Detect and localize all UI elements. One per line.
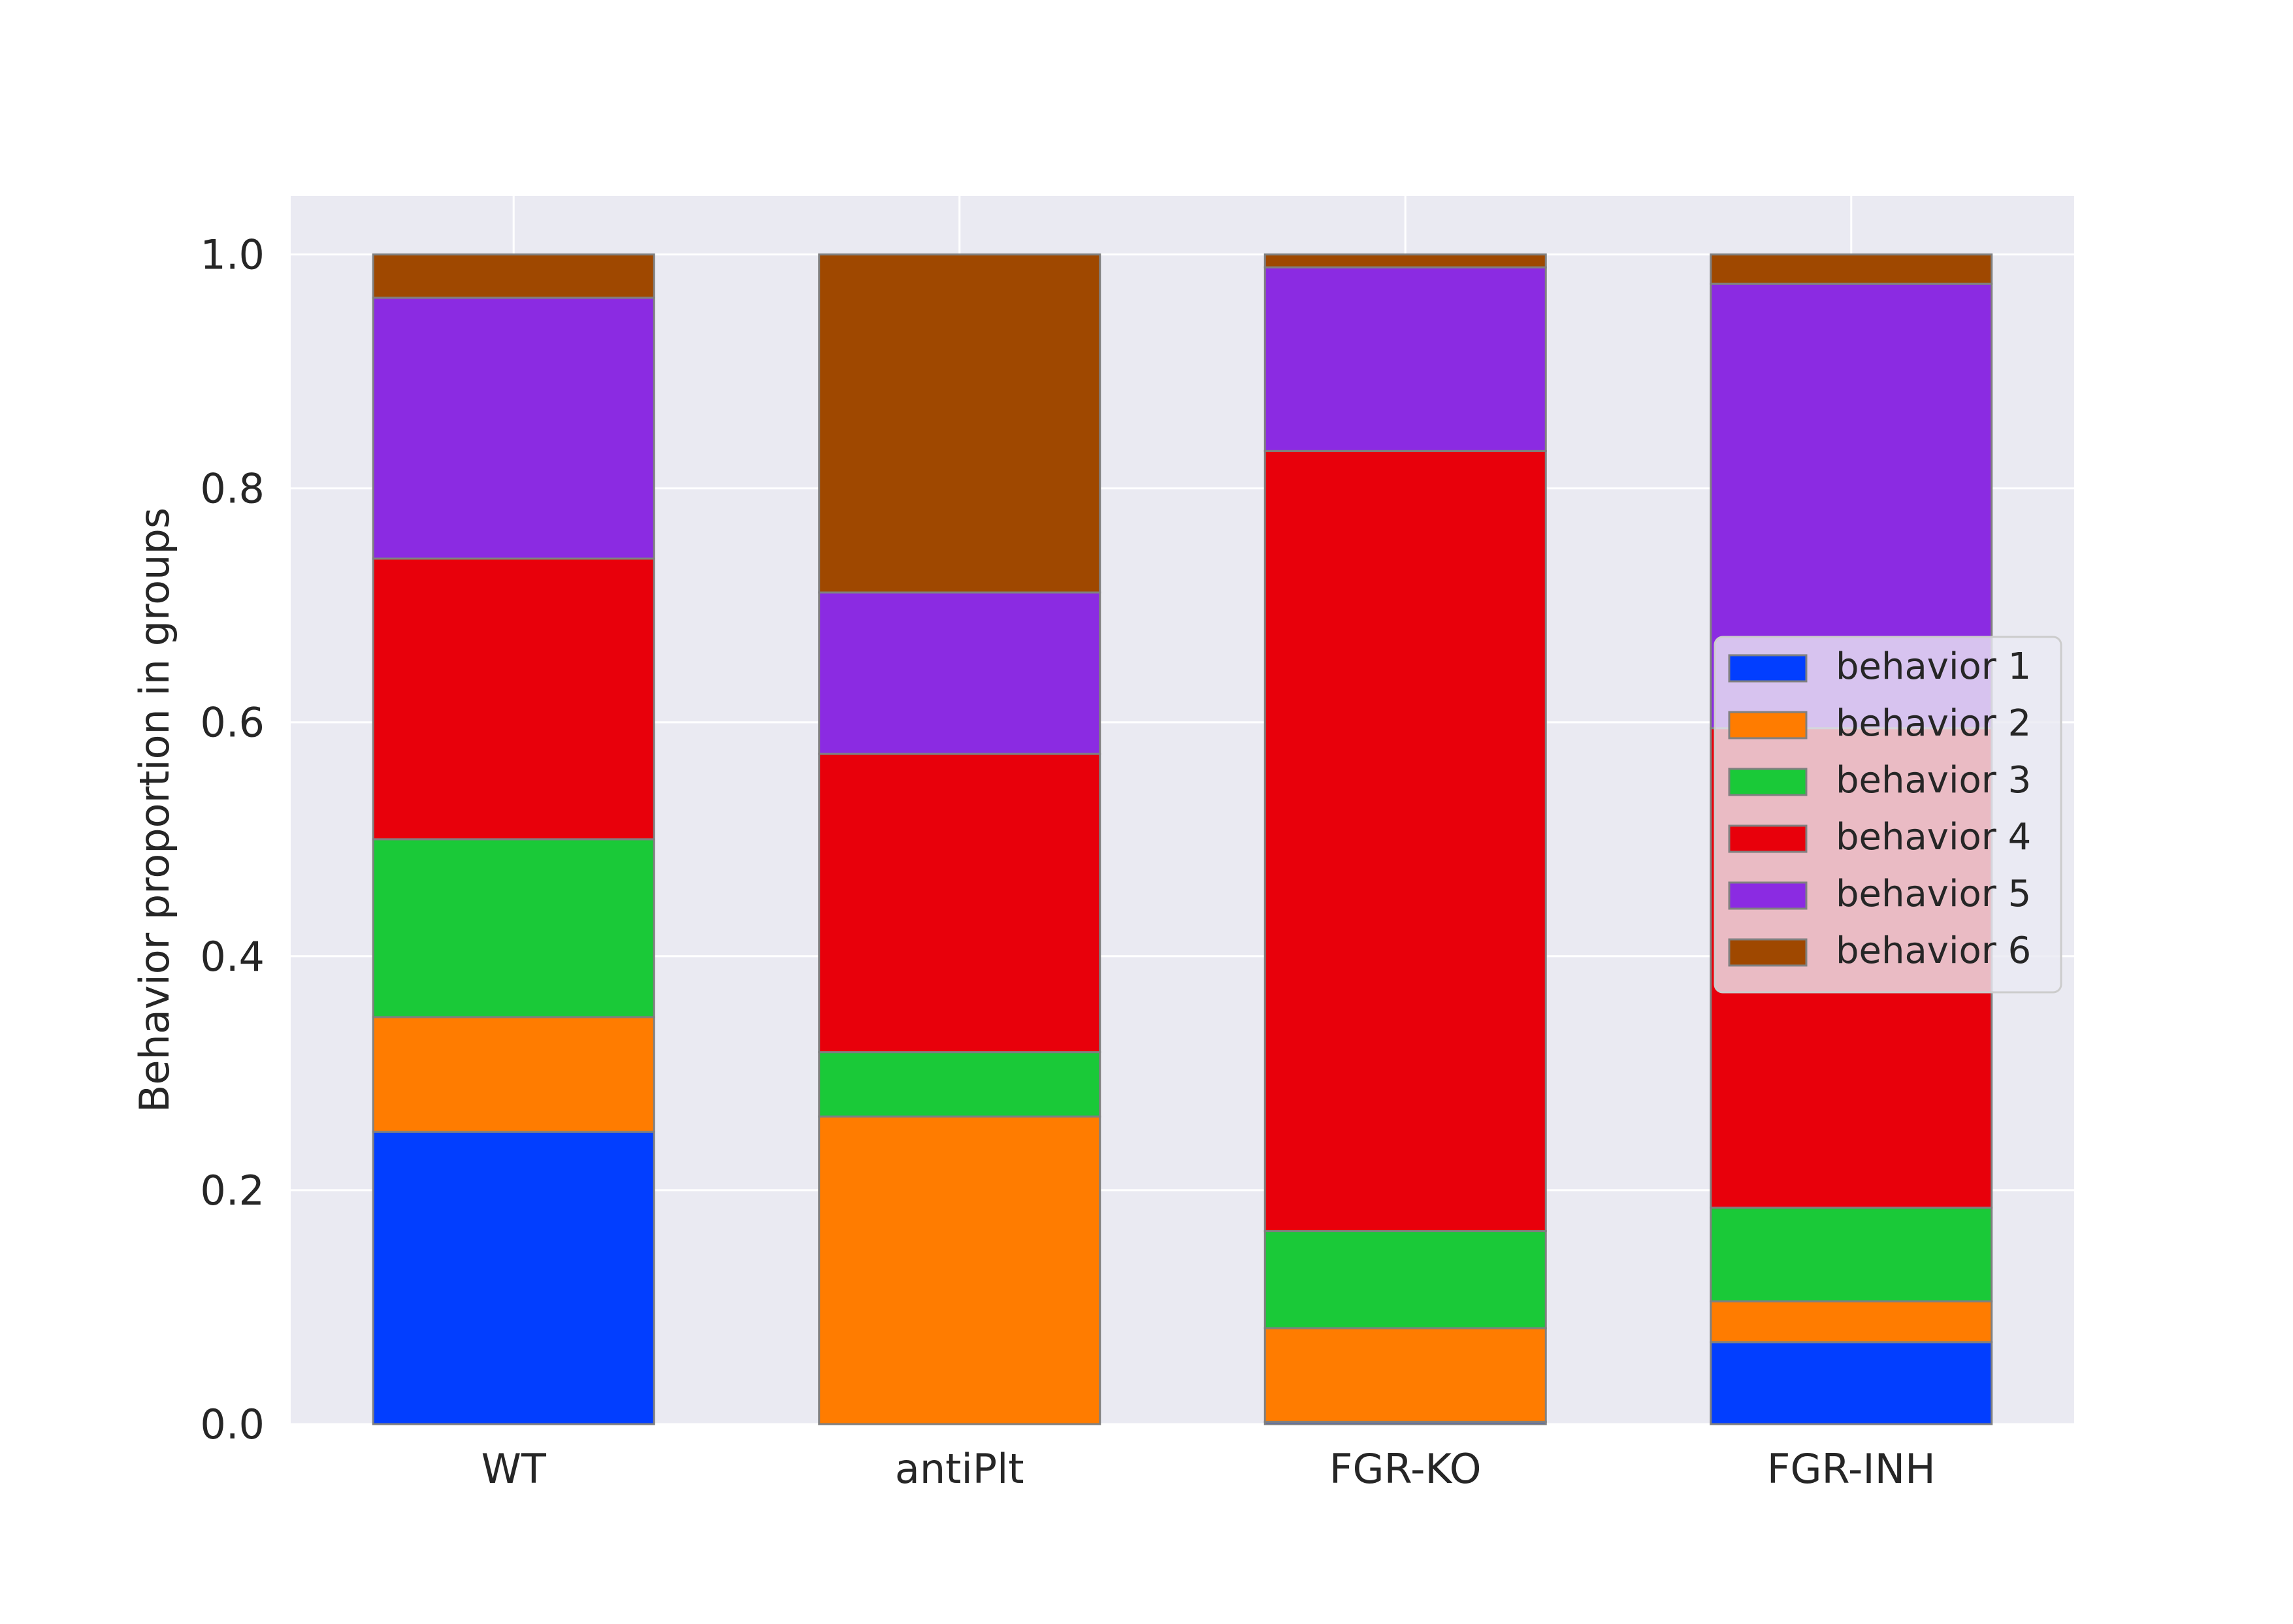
legend-swatch: [1728, 824, 1808, 853]
legend-label: behavior 3: [1836, 759, 2031, 802]
bar-segment: [372, 297, 655, 560]
legend-swatch: [1728, 768, 1808, 796]
legend-swatch: [1728, 654, 1808, 683]
bar-segment: [1263, 253, 1547, 268]
bar-segment: [372, 557, 655, 841]
x-tick-label: antiPlt: [895, 1445, 1024, 1493]
y-tick-label: 0.8: [200, 465, 265, 513]
x-tick-label: FGR-KO: [1329, 1445, 1482, 1493]
bar-segment: [372, 838, 655, 1018]
legend-label: behavior 1: [1836, 645, 2031, 688]
y-tick-label: 0.0: [200, 1401, 265, 1448]
bar-segment: [818, 253, 1101, 594]
y-tick-label: 0.4: [200, 933, 265, 981]
bar-segment: [1263, 1327, 1547, 1423]
y-tick-label: 0.6: [200, 699, 265, 747]
legend-label: behavior 2: [1836, 702, 2031, 745]
bar-segment: [1710, 1300, 1993, 1344]
bar-stack-antiplt: [818, 253, 1101, 1425]
y-tick-label: 1.0: [200, 231, 265, 279]
x-tick-label: WT: [481, 1445, 547, 1493]
bar-stack-fgr-ko: [1263, 253, 1547, 1425]
legend-item: behavior 6: [1728, 930, 2031, 972]
y-axis-ticks: 0.0 0.2 0.4 0.6 0.8 1.0: [200, 231, 265, 1448]
legend-item: behavior 3: [1728, 759, 2031, 802]
legend-label: behavior 4: [1836, 816, 2031, 858]
x-tick-label: FGR-INH: [1767, 1445, 1936, 1493]
x-axis-ticks: WT antiPlt FGR-KO FGR-INH: [481, 1445, 1936, 1493]
legend-item: behavior 4: [1728, 816, 2031, 858]
bar-segment: [818, 1115, 1101, 1425]
y-axis-label: Behavior proportion in groups: [131, 508, 178, 1112]
legend-swatch: [1728, 881, 1808, 910]
bar-segment: [818, 1051, 1101, 1118]
legend-label: behavior 6: [1836, 930, 2031, 972]
legend: behavior 1 behavior 2 behavior 3 behavior 4…: [1714, 636, 2062, 994]
legend-label: behavior 5: [1836, 873, 2031, 915]
bar-stack-wt: [372, 253, 655, 1425]
legend-item: behavior 2: [1728, 702, 2031, 745]
bar-segment: [818, 753, 1101, 1054]
bar-segment: [1710, 1207, 1993, 1303]
legend-item: behavior 5: [1728, 873, 2031, 915]
legend-swatch: [1728, 711, 1808, 739]
bar-segment: [1710, 253, 1993, 285]
bars: [372, 253, 1993, 1425]
bar-segment: [1710, 1341, 1993, 1425]
bar-segment: [1263, 449, 1547, 1233]
legend-item: behavior 1: [1728, 645, 2031, 688]
bar-segment: [372, 253, 655, 299]
legend-swatch: [1728, 938, 1808, 967]
bar-segment: [818, 591, 1101, 755]
bar-segment: [372, 1130, 655, 1425]
y-tick-label: 0.2: [200, 1167, 265, 1214]
bar-segment: [1263, 266, 1547, 452]
bar-segment: [1263, 1230, 1547, 1329]
bar-segment: [372, 1016, 655, 1133]
